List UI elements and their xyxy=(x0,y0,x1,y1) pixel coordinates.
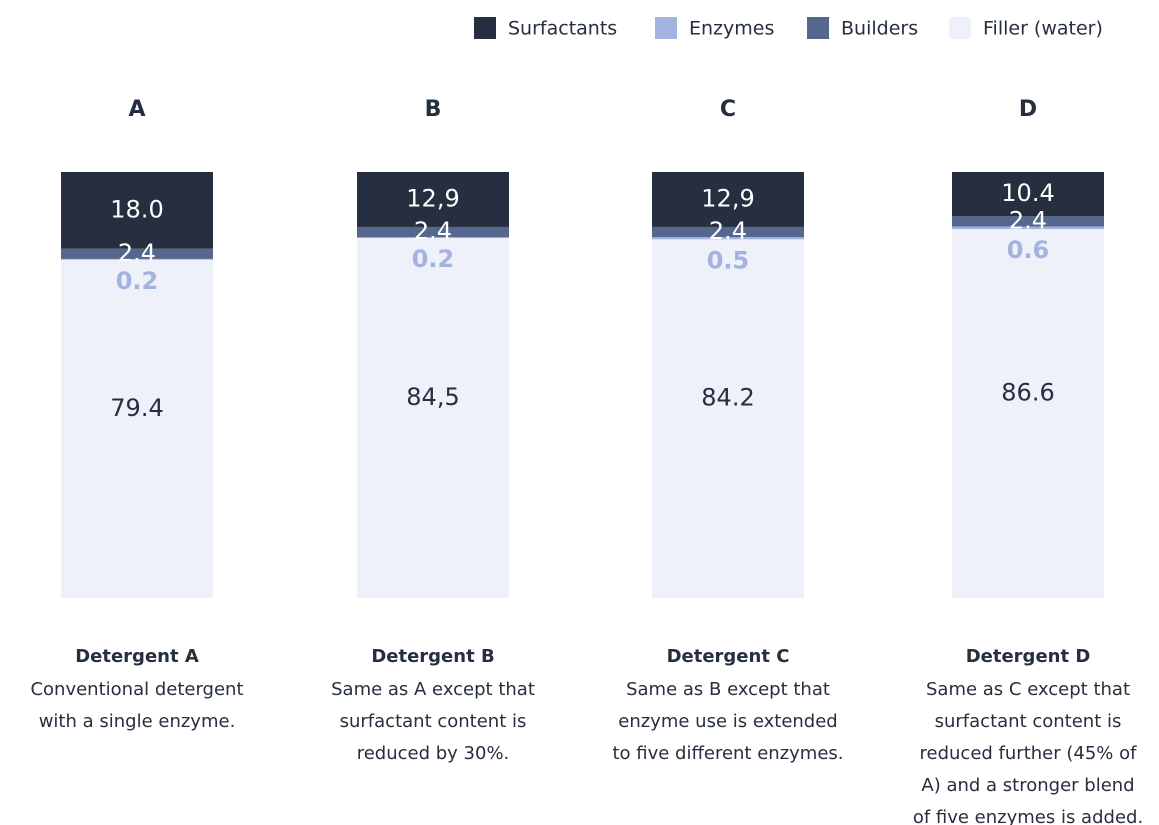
value-label: 79.4 xyxy=(110,394,163,422)
category-label: C xyxy=(720,97,736,122)
value-label: 2.4 xyxy=(709,217,747,245)
bar-segment xyxy=(61,259,213,598)
bar-segment xyxy=(357,237,509,239)
description-line: reduced by 30%. xyxy=(357,743,510,764)
value-label: 84.2 xyxy=(701,384,754,412)
value-label: 0.5 xyxy=(707,246,750,274)
description-line: Same as C except that xyxy=(926,679,1130,700)
description-line: of five enzymes is added. xyxy=(913,807,1143,825)
description-line: surfactant content is xyxy=(935,711,1122,732)
category-label: D xyxy=(1019,97,1037,122)
description-line: Same as A except that xyxy=(331,679,535,700)
bar-segment xyxy=(652,237,804,240)
bar-segment xyxy=(652,226,804,238)
legend-label: Enzymes xyxy=(689,18,774,40)
legend-swatch xyxy=(807,17,829,39)
description-line: surfactant content is xyxy=(340,711,527,732)
value-label: 86.6 xyxy=(1001,379,1054,407)
value-label: 12,9 xyxy=(406,184,459,212)
description-title: Detergent A xyxy=(75,646,199,667)
bar-segment xyxy=(652,172,804,227)
value-label: 2.4 xyxy=(118,239,156,267)
value-label: 2.4 xyxy=(414,217,452,245)
value-label: 12,9 xyxy=(701,184,754,212)
bar-segment xyxy=(652,239,804,599)
legend-swatch xyxy=(474,17,496,39)
legend-label: Filler (water) xyxy=(983,18,1103,40)
bar-segment xyxy=(952,226,1104,230)
value-label: 0.2 xyxy=(412,245,455,273)
bar-segment xyxy=(61,258,213,260)
value-label: 10.4 xyxy=(1001,179,1054,207)
legend-label: Surfactants xyxy=(508,18,617,40)
description-line: with a single enzyme. xyxy=(39,711,236,732)
description-line: enzyme use is extended xyxy=(618,711,837,732)
bar-segment xyxy=(61,172,213,249)
legend-label: Builders xyxy=(841,18,918,40)
value-label: 2.4 xyxy=(1009,206,1047,234)
bar-segment xyxy=(952,229,1104,599)
description-line: to five different enzymes. xyxy=(612,743,843,764)
bar-segment xyxy=(357,172,509,227)
description-title: Detergent D xyxy=(966,646,1091,667)
legend-swatch xyxy=(655,17,677,39)
category-label: B xyxy=(425,97,442,122)
bar-segment xyxy=(61,248,213,259)
description-line: A) and a stronger blend xyxy=(921,775,1134,796)
description-line: Conventional detergent xyxy=(30,679,243,700)
description-title: Detergent B xyxy=(371,646,494,667)
value-label: 84,5 xyxy=(406,383,459,411)
description-line: Same as B except that xyxy=(626,679,830,700)
value-label: 0.6 xyxy=(1007,236,1050,264)
bar-segment xyxy=(952,216,1104,227)
bar-segment xyxy=(357,238,509,598)
description-title: Detergent C xyxy=(667,646,790,667)
description-line: reduced further (45% of xyxy=(920,743,1138,764)
category-label: A xyxy=(128,97,145,122)
bar-segment xyxy=(357,226,509,238)
legend-swatch xyxy=(949,17,971,39)
bar-segment xyxy=(952,172,1104,217)
value-label: 0.2 xyxy=(116,267,159,295)
value-label: 18.0 xyxy=(110,195,163,223)
